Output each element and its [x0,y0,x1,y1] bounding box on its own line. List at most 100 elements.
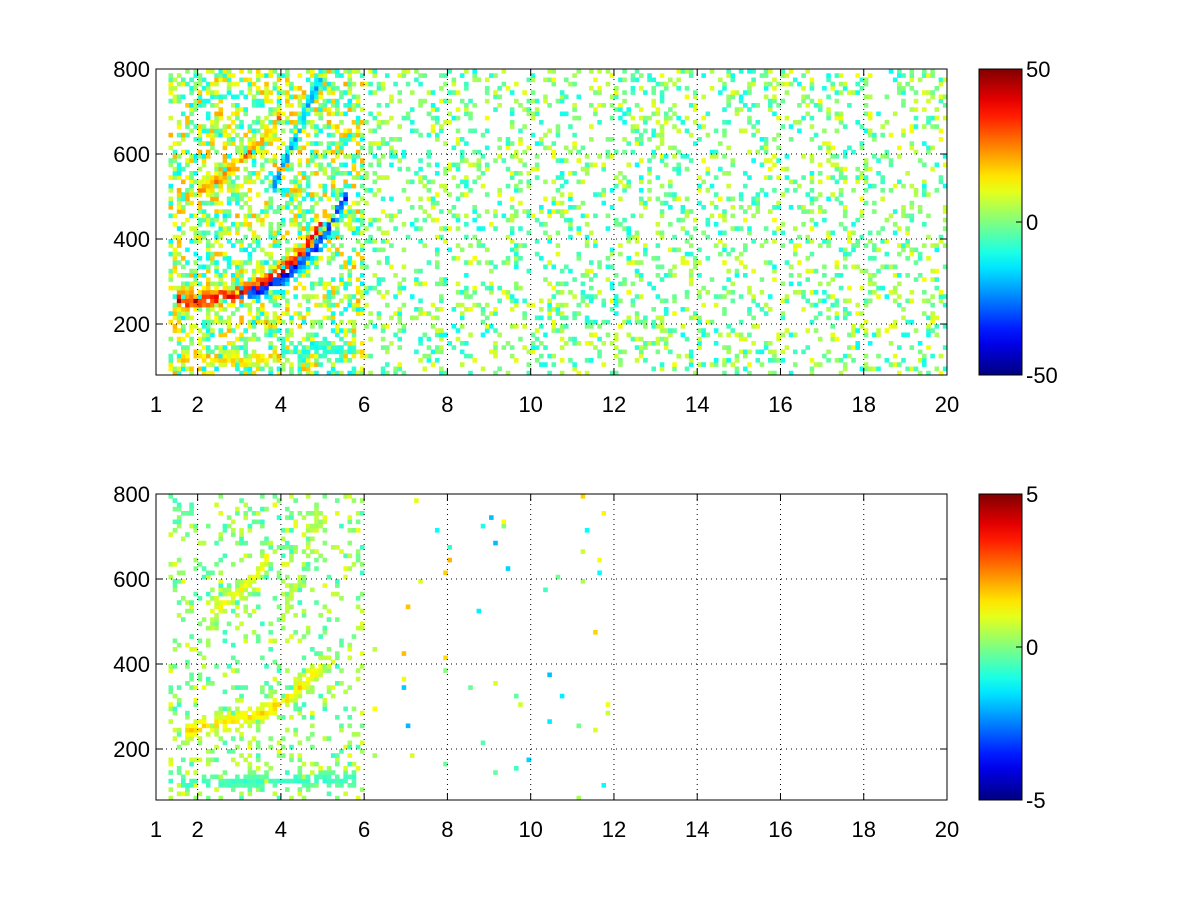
heatmap-cell [318,183,323,189]
heatmap-cell [239,732,244,737]
heatmap-cell [397,98,403,104]
heatmap-cell [493,311,498,316]
heatmap-cell [260,783,265,788]
heatmap-cell [851,358,856,363]
heatmap-cell [934,115,940,121]
heatmap-cell [384,370,390,375]
heatmap-cell [276,353,282,359]
heatmap-cell [559,175,565,180]
heatmap-cell [705,332,711,338]
heatmap-cell [859,141,865,146]
heatmap-cell [176,353,182,359]
heatmap-cell [597,264,602,270]
heatmap-cell [255,234,261,240]
heatmap-cell [468,128,473,134]
heatmap-cell [718,196,723,202]
heatmap-cell [326,770,332,775]
heatmap-cell [222,290,228,295]
heatmap-cell [780,311,786,316]
heatmap-cell [297,260,303,265]
heatmap-cell [280,562,286,567]
heatmap-cell [272,638,278,644]
heatmap-cell [917,273,923,278]
heatmap-cell [867,256,873,261]
heatmap-cell [322,73,328,78]
heatmap-cell [301,668,307,673]
heatmap-cell [297,706,303,712]
heatmap-cell [434,247,440,253]
heatmap-cell [330,81,336,87]
heatmap-cell [314,362,319,367]
heatmap-cell [330,277,336,282]
heatmap-cell [218,132,224,138]
heatmap-cell [168,689,174,695]
heatmap-cell [505,256,511,261]
heatmap-cell [605,137,611,142]
heatmap-cell [226,583,232,588]
heatmap-cell [326,281,332,287]
heatmap-cell [243,710,248,716]
heatmap-cell [767,158,773,163]
heatmap-cell [243,583,248,588]
heatmap-cell [430,349,436,355]
heatmap-cell [588,124,594,129]
heatmap-cell [322,226,328,231]
heatmap-cell [297,86,303,91]
heatmap-cell [201,213,207,219]
heatmap-cell [855,328,860,333]
heatmap-cell [197,791,203,797]
heatmap-cell [276,498,282,503]
heatmap-cell [697,183,702,189]
heatmap-cell [676,86,681,91]
heatmap-cell [576,115,582,121]
heatmap-cell [851,247,856,253]
heatmap-cell [368,128,373,134]
heatmap-cell [305,370,311,375]
heatmap-cell [722,243,727,248]
heatmap-cell [734,226,740,231]
heatmap-cell [472,290,477,295]
heatmap-cell [643,128,648,134]
heatmap-cell [289,362,294,367]
heatmap-cell [855,243,860,248]
heatmap-cell [226,81,232,87]
heatmap-cell [226,324,232,329]
heatmap-cell [247,528,253,533]
heatmap-cell [180,336,186,342]
heatmap-cell [322,213,328,219]
heatmap-cell [772,205,777,210]
heatmap-cell [322,234,328,240]
heatmap-cell [214,613,219,618]
heatmap-cell [426,179,432,185]
heatmap-cell [189,179,194,185]
heatmap-cell [235,124,240,129]
heatmap-cell [443,239,448,244]
heatmap-cell [172,710,178,716]
heatmap-cell [305,553,311,559]
heatmap-cell [580,290,586,295]
heatmap-cell [264,702,269,707]
heatmap-cell [314,345,319,350]
heatmap-cell [197,256,203,261]
heatmap-cell [326,345,332,350]
heatmap-cell [942,324,947,329]
heatmap-cell [197,73,203,78]
heatmap-cell [543,196,548,202]
heatmap-cell [443,655,448,661]
heatmap-cell [239,557,244,563]
heatmap-cell [222,638,228,644]
heatmap-cell [418,281,423,287]
heatmap-cell [547,672,552,678]
heatmap-cell [310,685,315,690]
heatmap-cell [347,528,353,533]
heatmap-cell [938,137,944,142]
heatmap-cell [235,587,240,593]
heatmap-cell [651,90,656,95]
heatmap-cell [268,179,273,185]
heatmap-cell [351,294,357,299]
heatmap-cell [247,324,253,329]
heatmap-cell [426,260,432,265]
heatmap-cell [297,200,303,206]
heatmap-cell [351,498,357,503]
heatmap-cell [343,358,348,363]
